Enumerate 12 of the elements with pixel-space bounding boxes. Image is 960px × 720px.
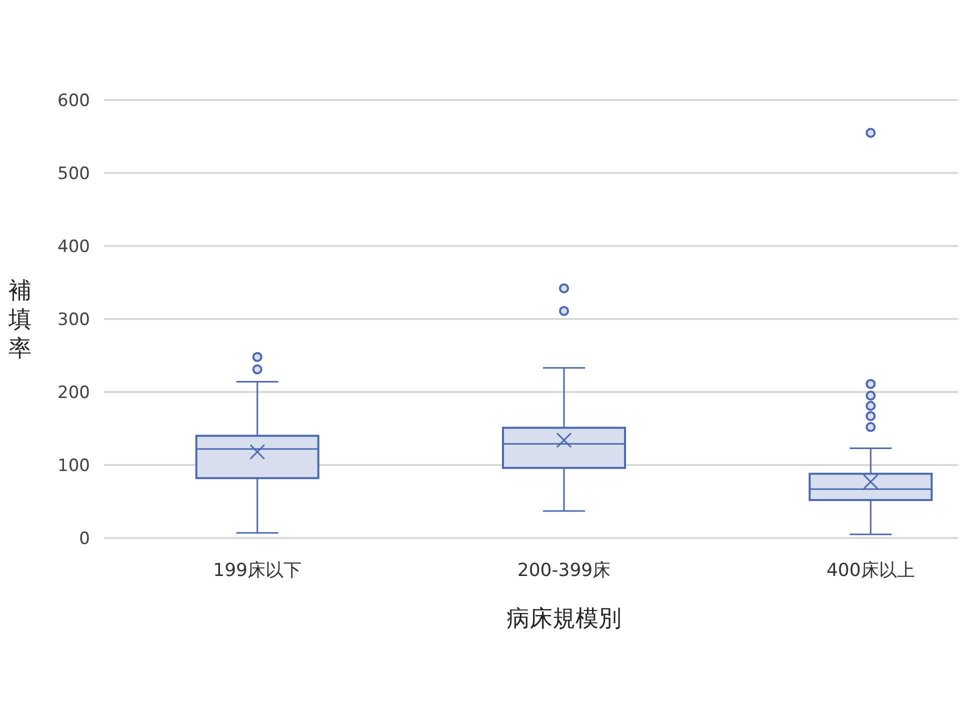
x-tick-label: 199床以下 [213,560,302,581]
y-tick-label: 600 [58,90,90,111]
y-tick-label: 300 [58,310,90,330]
y-tick-label: 100 [58,456,90,476]
y-axis-title: 補填率 [8,278,32,362]
y-tick-label: 0 [79,528,90,549]
x-tick-label: 400床以上 [826,560,915,581]
y-tick-label: 500 [58,164,90,184]
y-tick-label: 400 [58,236,90,257]
x-tick-label: 200-399床 [517,560,611,581]
y-tick-label: 200 [58,382,90,403]
x-axis-title: 病床規模別 [506,606,622,632]
